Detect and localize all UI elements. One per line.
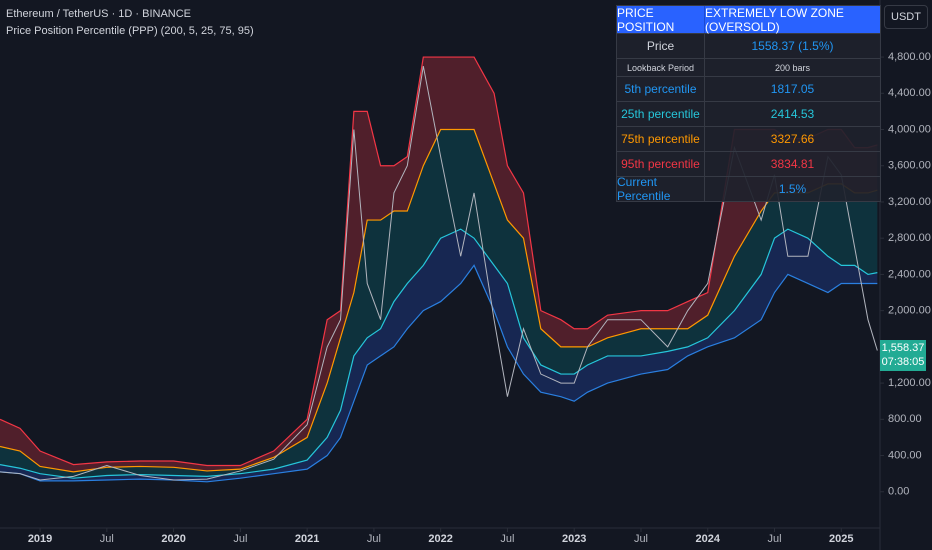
header-cell: PRICE POSITION <box>617 6 705 34</box>
table-cell: 3327.66 <box>770 132 815 146</box>
table-cell: Lookback Period <box>617 59 705 76</box>
x-tick-label: 2019 <box>28 533 52 545</box>
info-table: PRICE POSITION EXTREMELY LOW ZONE (OVERS… <box>616 5 881 203</box>
table-cell: 1817.05 <box>770 82 815 96</box>
x-tick-label: Jul <box>367 533 381 545</box>
y-tick-label: 3,200.00 <box>888 196 931 208</box>
table-cell: Current Percentile <box>617 175 705 203</box>
chart-subtitle: Price Position Percentile (PPP) (200, 5,… <box>6 25 254 37</box>
y-tick-label: 800.00 <box>888 413 922 425</box>
currency-button[interactable]: USDT <box>884 5 928 29</box>
x-tick-label: 2025 <box>829 533 853 545</box>
x-tick-label: 2021 <box>295 533 319 545</box>
price-tag-price: 1,558.37 <box>881 342 925 354</box>
y-tick-label: 4,000.00 <box>888 123 931 135</box>
x-tick-label: 2020 <box>161 533 185 545</box>
x-tick-label: Jul <box>500 533 514 545</box>
x-tick-label: Jul <box>634 533 648 545</box>
x-tick-label: 2024 <box>695 533 720 545</box>
x-tick-label: 2022 <box>428 533 452 545</box>
x-tick-label: Jul <box>100 533 114 545</box>
table-cell: 95th percentile <box>617 152 705 176</box>
table-row: Lookback Period 200 bars <box>617 58 880 76</box>
band-fill <box>0 129 878 479</box>
table-cell: 3834.81 <box>770 157 815 171</box>
x-tick-label: Jul <box>767 533 781 545</box>
chart-title: Ethereum / TetherUS · 1D · BINANCE <box>6 8 191 20</box>
table-cell: 2414.53 <box>770 107 815 121</box>
table-row: 95th percentile 3834.81 <box>617 151 880 176</box>
table-cell: 1.5% <box>778 182 807 196</box>
percentile-line <box>0 228 878 479</box>
y-tick-label: 1,200.00 <box>888 377 931 389</box>
price-tag-countdown: 07:38:05 <box>881 356 925 368</box>
y-tick-label: 4,400.00 <box>888 87 931 99</box>
table-row: 5th percentile 1817.05 <box>617 76 880 101</box>
table-cell: 25th percentile <box>617 102 705 126</box>
band-fill <box>0 229 878 482</box>
percentile-line <box>0 264 878 483</box>
table-cell: Price <box>617 34 705 58</box>
table-row: 25th percentile 2414.53 <box>617 101 880 126</box>
table-row: Price 1558.37 (1.5%) <box>617 33 880 58</box>
price-tag: 1,558.37 07:38:05 <box>880 340 926 371</box>
table-cell: 1558.37 (1.5%) <box>751 39 834 53</box>
x-tick-label: Jul <box>233 533 247 545</box>
y-tick-label: 0.00 <box>888 486 909 498</box>
table-row: Current Percentile 1.5% <box>617 175 880 203</box>
table-cell: 5th percentile <box>617 77 705 101</box>
table-row: 75th percentile 3327.66 <box>617 126 880 151</box>
y-tick-label: 2,400.00 <box>888 268 931 280</box>
x-tick-label: 2023 <box>562 533 586 545</box>
y-tick-label: 4,800.00 <box>888 51 931 63</box>
table-cell: 200 bars <box>774 62 811 73</box>
y-tick-label: 2,000.00 <box>888 305 931 317</box>
y-tick-label: 2,800.00 <box>888 232 931 244</box>
y-tick-label: 3,600.00 <box>888 160 931 172</box>
table-cell: 75th percentile <box>617 127 705 151</box>
y-tick-label: 400.00 <box>888 449 922 461</box>
table-header: PRICE POSITION EXTREMELY LOW ZONE (OVERS… <box>617 5 880 34</box>
header-cell: EXTREMELY LOW ZONE (OVERSOLD) <box>705 5 844 34</box>
